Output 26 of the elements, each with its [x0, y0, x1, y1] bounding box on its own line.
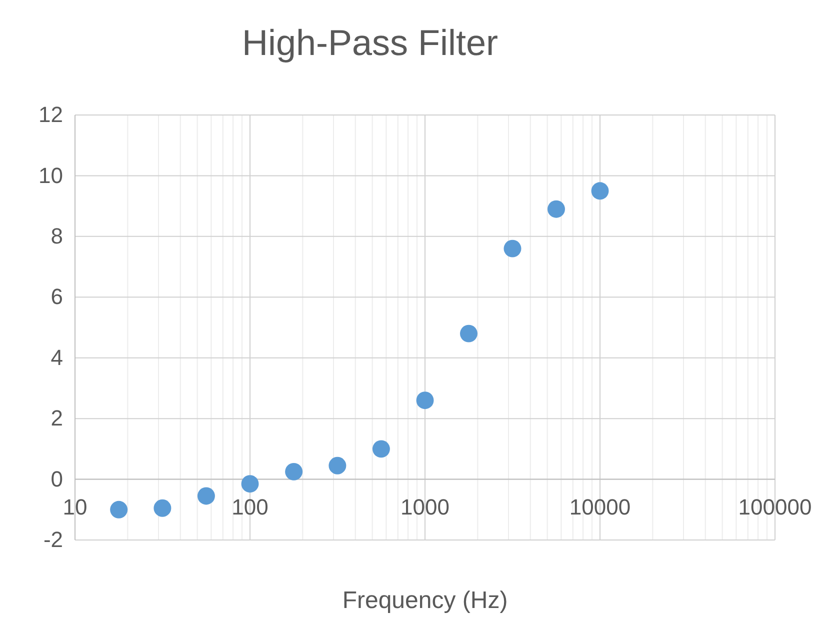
y-tick-label: 2	[50, 406, 63, 431]
point	[591, 182, 609, 200]
y-tick-label: 6	[50, 284, 63, 310]
x-tick-label: 100	[232, 494, 268, 520]
x-tick-label: 100000	[738, 494, 812, 520]
chart-title: High-Pass Filter	[242, 22, 498, 63]
point	[328, 456, 346, 474]
y-tick-label: -2	[43, 527, 63, 552]
y-tick-label: 10	[38, 162, 63, 188]
point	[548, 200, 565, 218]
point	[285, 462, 303, 480]
point	[197, 487, 215, 505]
point	[460, 324, 478, 342]
x-axis-title: Frequency (Hz)	[342, 587, 508, 614]
y-tick-label: 8	[50, 223, 63, 248]
x-tick-label: 10000	[569, 494, 631, 520]
point	[241, 475, 259, 493]
x-tick-label: 1000	[400, 494, 450, 520]
y-tick-label: 4	[50, 344, 63, 370]
point	[372, 440, 390, 458]
point	[504, 240, 522, 258]
y-tick-label: 12	[38, 102, 63, 128]
point	[110, 500, 128, 518]
point	[416, 392, 434, 410]
y-tick-label: 0	[50, 466, 63, 492]
point	[154, 499, 172, 517]
